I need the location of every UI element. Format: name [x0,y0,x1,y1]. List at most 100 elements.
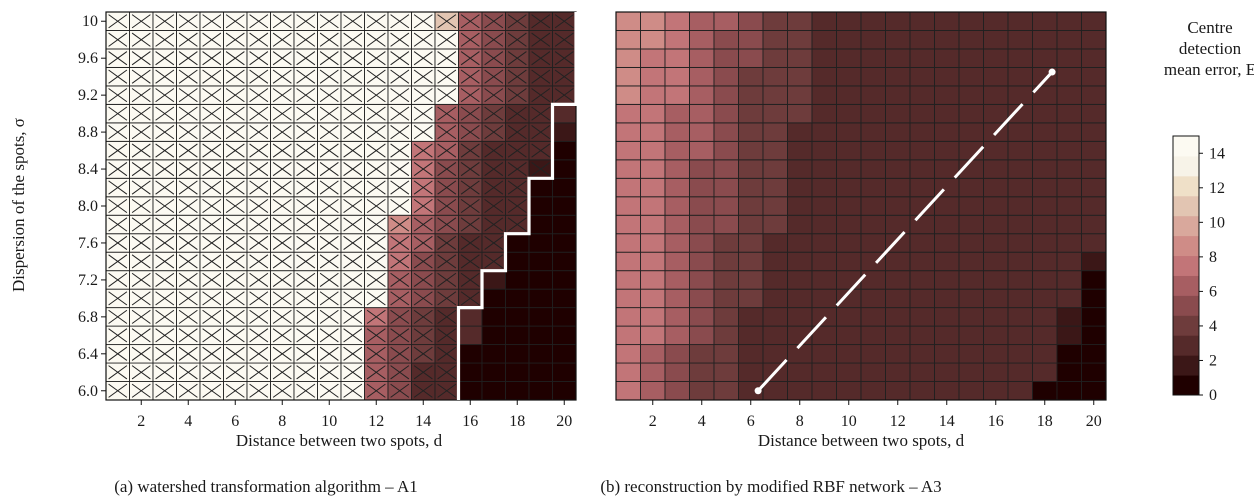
heatmap-cell [615,307,641,327]
heatmap-cell [713,307,739,327]
heatmap-cell [713,66,739,87]
heatmap-cell [458,362,483,382]
cross-marker [202,180,222,195]
heatmap-cell [1007,30,1033,50]
heatmap-cell [958,362,984,382]
y-tick-label: 7.2 [78,272,98,289]
heatmap-cell [983,381,1009,401]
heatmap-cell [836,196,862,216]
heatmap-cell [738,307,764,327]
heatmap-cell [836,307,862,327]
cross-marker [554,88,574,103]
heatmap-cell [481,344,506,364]
heatmap-cell [664,140,690,161]
colorbar-segment [1173,295,1199,316]
cross-marker [413,51,433,66]
cross-marker [343,346,363,361]
cross-marker [131,291,151,306]
heatmap-cell [860,233,886,253]
heatmap-cell [958,85,984,105]
cross-marker [366,32,386,47]
heatmap-cell [505,270,530,290]
heatmap-cell [860,103,886,124]
heatmap-cell [860,48,886,68]
heatmap-cell [983,214,1009,235]
cross-marker [390,32,410,47]
cross-marker [249,14,269,29]
heatmap-cell [762,251,788,272]
heatmap-cell [640,251,666,272]
heatmap-cell [909,140,935,161]
cross-marker [390,254,410,269]
colorbar-segment [1173,215,1199,237]
heatmap-cell [1056,344,1082,364]
heatmap-cell [836,103,862,124]
heatmap-cell [1056,122,1082,142]
heatmap-cell [458,307,483,327]
cross-marker [202,69,222,84]
cross-marker [178,106,198,121]
heatmap-cell [860,66,886,87]
cross-marker [413,162,433,177]
cross-marker [155,309,175,324]
heatmap-cell [552,362,577,382]
heatmap-cell [836,177,862,198]
heatmap-cell [885,344,911,364]
heatmap-cell [762,85,788,105]
heatmap-cell [934,307,960,327]
heatmap-cell [909,344,935,364]
heatmap-cell [640,85,666,105]
cross-marker [202,346,222,361]
cross-marker [460,14,480,29]
cross-marker [319,217,339,232]
heatmap-cell [505,362,530,382]
cross-marker [390,272,410,287]
heatmap-cell [552,381,577,401]
colorbar-frame [1172,135,1200,396]
heatmap-cell [528,381,553,401]
cross-marker [366,143,386,158]
cross-marker [343,254,363,269]
heatmap-cell [1032,270,1058,290]
x-tick-label: 14 [939,413,955,430]
heatmap-cell [664,344,690,364]
cross-marker [155,383,175,398]
cross-marker [202,106,222,121]
cross-marker [390,235,410,250]
cross-marker [249,235,269,250]
heatmap-cell [528,344,553,364]
cross-marker [249,69,269,84]
heatmap-cell [738,233,764,253]
heatmap-cell [1081,362,1107,382]
cross-marker [484,125,504,140]
heatmap-cell [1007,122,1033,142]
heatmap-cell [958,233,984,253]
cross-marker [484,14,504,29]
cross-marker [296,217,316,232]
cross-marker [437,162,457,177]
cross-marker [202,198,222,214]
heatmap-cell [664,122,690,142]
cross-marker [437,291,457,306]
heatmap-cell [787,270,813,290]
cross-marker [343,162,363,177]
heatmap-cell [664,66,690,87]
x-axis-label-b: Distance between two spots, d [758,431,965,450]
heatmap-cell [664,362,690,382]
heatmap-cell [738,30,764,50]
cross-marker [225,32,245,47]
heatmap-cell [552,233,577,253]
heatmap-cell [1081,103,1107,124]
heatmap-cell [528,214,553,235]
heatmap-cell [885,177,911,198]
heatmap-cell [934,251,960,272]
heatmap-cell [664,270,690,290]
cross-marker [390,291,410,306]
cross-marker [296,162,316,177]
heatmap-cell [640,307,666,327]
cross-marker [155,272,175,287]
cross-marker [108,14,128,29]
cross-marker [484,198,504,214]
colorbar-segment [1173,155,1199,177]
heatmap-cell [689,381,715,401]
